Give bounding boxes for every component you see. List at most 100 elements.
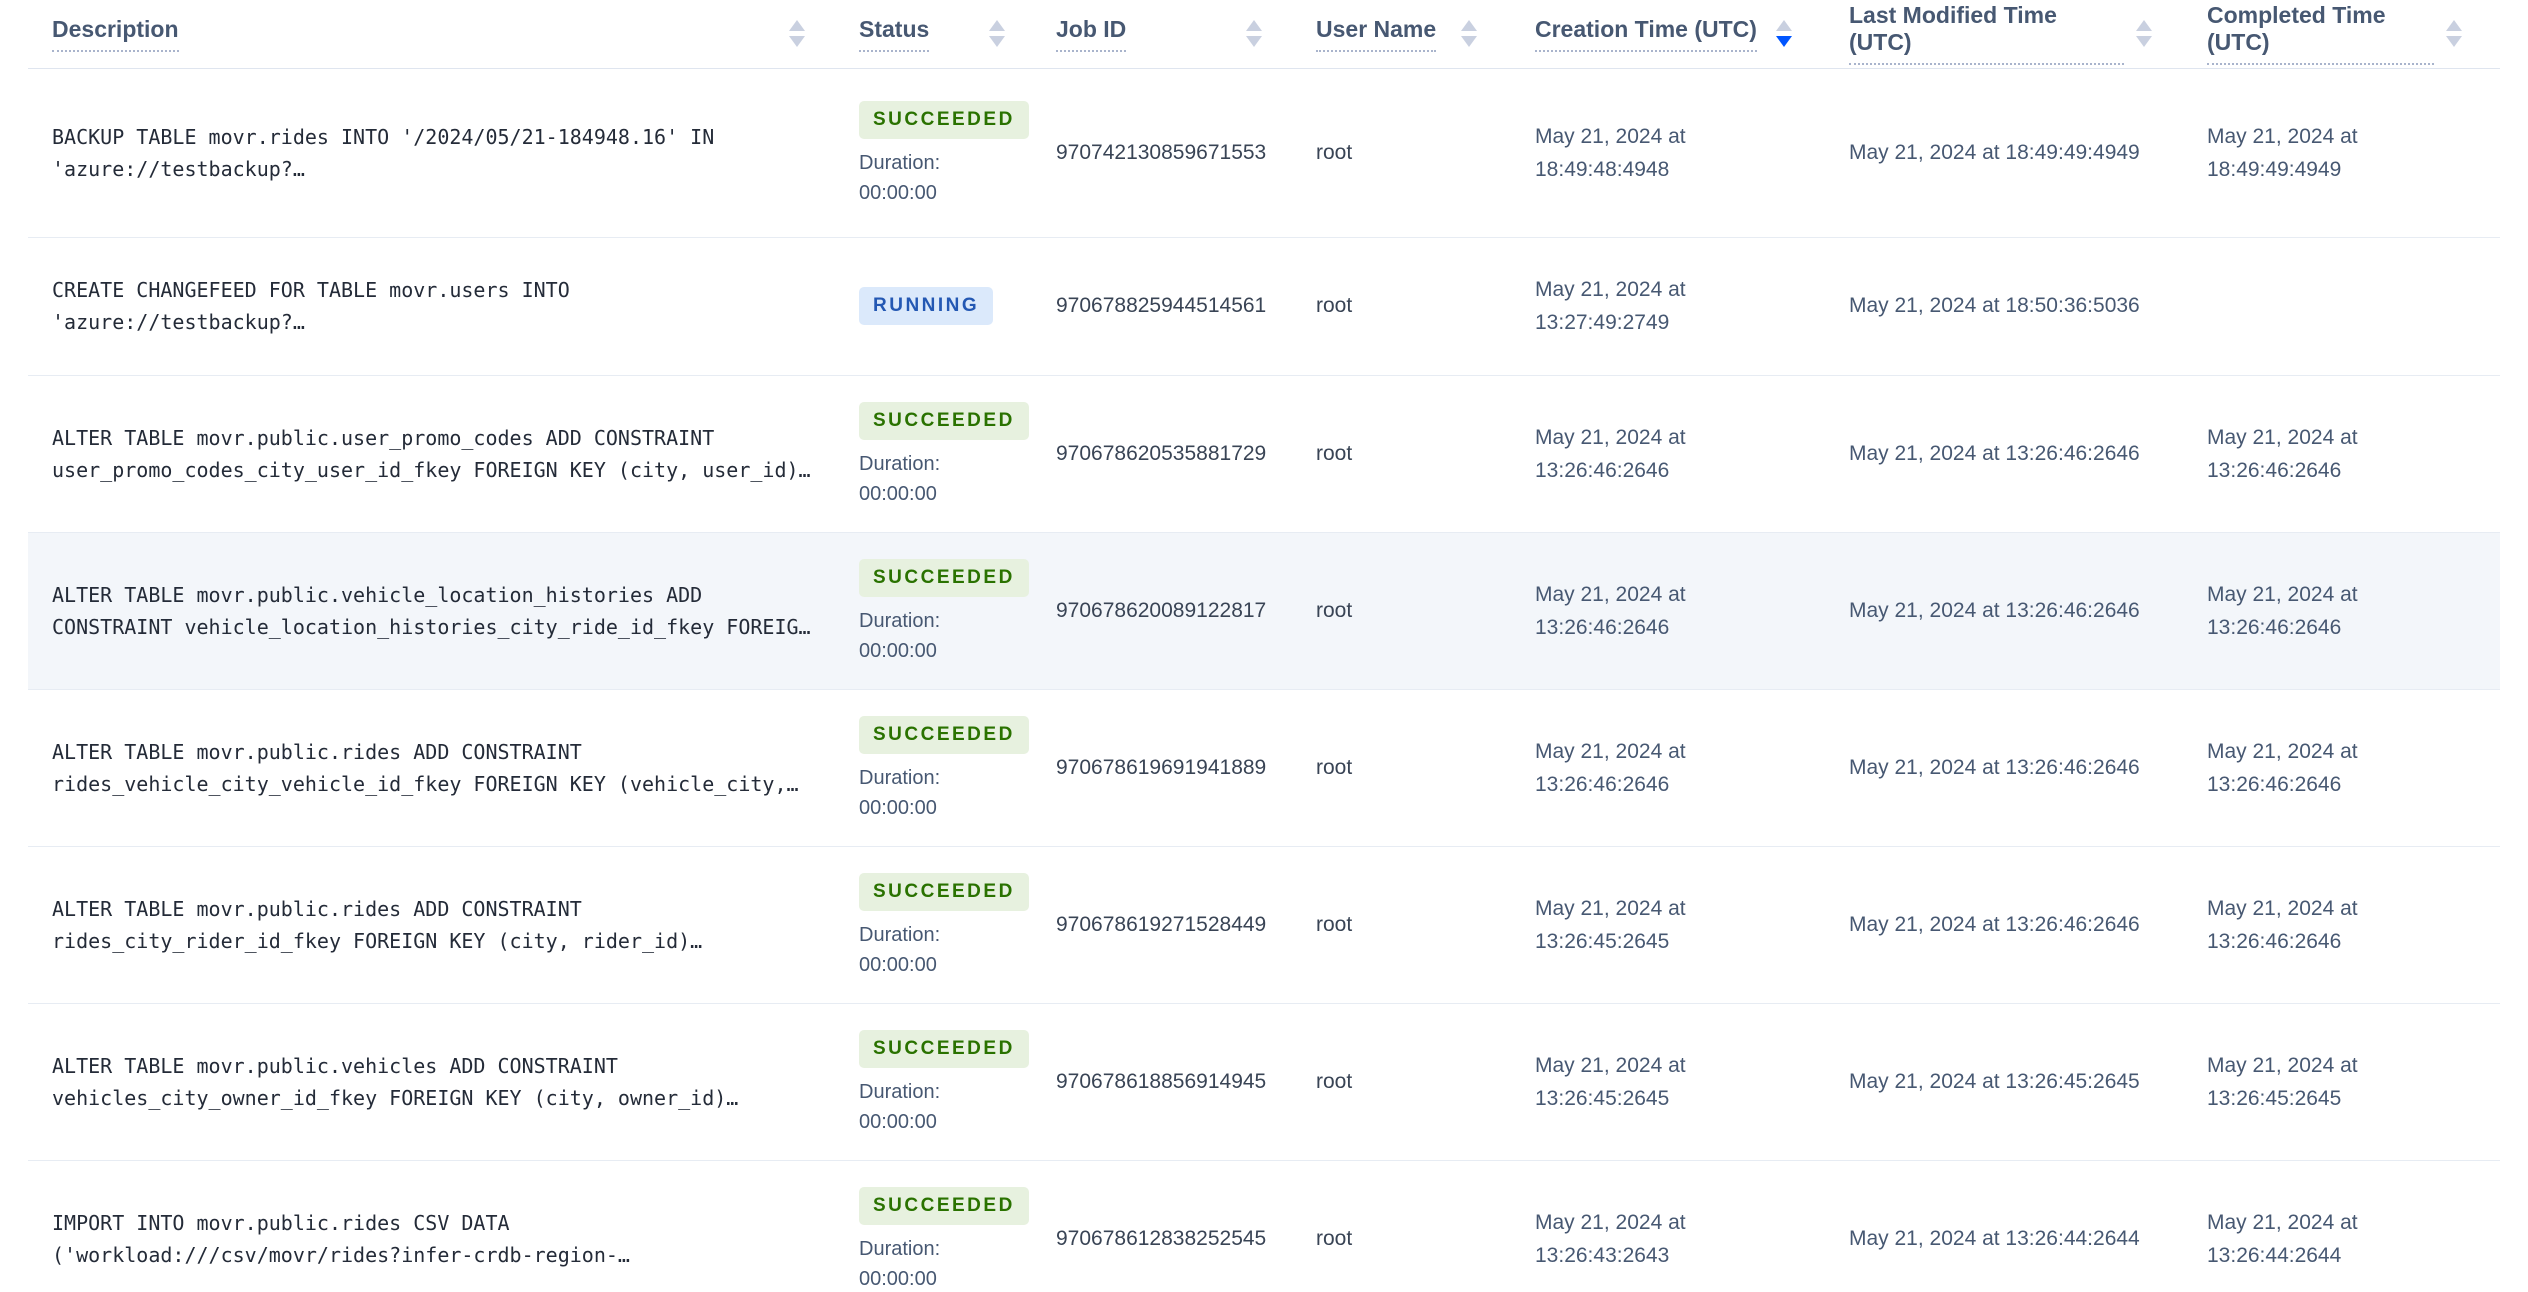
job-row[interactable]: BACKUP TABLE movr.rides INTO '/2024/05/2… bbox=[28, 68, 2500, 238]
sort-arrows-icon[interactable] bbox=[1246, 20, 1262, 48]
job-id: 970678619271528449 bbox=[1043, 846, 1300, 1004]
job-creation-time: May 21, 2024 at 13:26:46:2646 bbox=[1515, 532, 1830, 690]
job-last-modified-time: May 21, 2024 at 13:26:46:2646 bbox=[1830, 846, 2190, 1004]
job-id: 970678825944514561 bbox=[1043, 237, 1300, 376]
job-creation-time: May 21, 2024 at 13:26:45:2645 bbox=[1515, 846, 1830, 1004]
column-header-status[interactable]: Status bbox=[843, 0, 1043, 69]
duration-value: 00:00:00 bbox=[859, 953, 937, 976]
job-id: 970678612838252545 bbox=[1043, 1160, 1300, 1292]
status-badge: SUCCEEDED bbox=[859, 1029, 1029, 1068]
job-id: 970678619691941889 bbox=[1043, 689, 1300, 847]
duration-label: Duration: bbox=[859, 766, 941, 789]
job-creation-time: May 21, 2024 at 13:27:49:2749 bbox=[1515, 237, 1830, 376]
duration-label: Duration: bbox=[859, 609, 941, 632]
job-row[interactable]: ALTER TABLE movr.public.user_promo_codes… bbox=[28, 375, 2500, 533]
job-id: 970678620089122817 bbox=[1043, 532, 1300, 690]
duration-value: 00:00:00 bbox=[859, 181, 937, 204]
sort-desc-icon bbox=[1246, 36, 1262, 48]
column-label: Last Modified Time (UTC) bbox=[1849, 2, 2124, 66]
job-last-modified-time: May 21, 2024 at 13:26:46:2646 bbox=[1830, 375, 2190, 533]
sort-desc-icon bbox=[2136, 36, 2152, 48]
job-last-modified-time: May 21, 2024 at 13:26:46:2646 bbox=[1830, 532, 2190, 690]
status-badge: SUCCEEDED bbox=[859, 872, 1029, 911]
job-completed-time: May 21, 2024 at 13:26:46:2646 bbox=[2190, 846, 2500, 1004]
status-badge: SUCCEEDED bbox=[859, 401, 1029, 440]
column-label: User Name bbox=[1316, 16, 1437, 52]
status-badge: RUNNING bbox=[859, 287, 994, 325]
job-last-modified-time: May 21, 2024 at 18:49:49:4949 bbox=[1830, 68, 2190, 238]
status-badge: SUCCEEDED bbox=[859, 558, 1029, 597]
job-status-cell: RUNNING bbox=[843, 237, 1043, 376]
job-status-cell: SUCCEEDED Duration: 00:00:00 bbox=[843, 1003, 1043, 1161]
job-id: 970678620535881729 bbox=[1043, 375, 1300, 533]
column-label: Status bbox=[859, 16, 930, 52]
job-status-cell: SUCCEEDED Duration: 00:00:00 bbox=[843, 532, 1043, 690]
column-header-last-modified-time[interactable]: Last Modified Time (UTC) bbox=[1830, 0, 2190, 69]
job-status-cell: SUCCEEDED Duration: 00:00:00 bbox=[843, 1160, 1043, 1292]
column-header-completed-time[interactable]: Completed Time (UTC) bbox=[2190, 0, 2500, 69]
sort-arrows-icon[interactable] bbox=[2136, 20, 2152, 48]
job-completed-time: May 21, 2024 at 18:49:49:4949 bbox=[2190, 68, 2500, 238]
job-user-name: root bbox=[1300, 532, 1515, 690]
job-description: BACKUP TABLE movr.rides INTO '/2024/05/2… bbox=[28, 68, 843, 238]
job-user-name: root bbox=[1300, 68, 1515, 238]
job-completed-time: May 21, 2024 at 13:26:46:2646 bbox=[2190, 689, 2500, 847]
sort-asc-icon bbox=[989, 20, 1005, 32]
duration-label: Duration: bbox=[859, 151, 941, 174]
job-status-cell: SUCCEEDED Duration: 00:00:00 bbox=[843, 846, 1043, 1004]
column-header-description[interactable]: Description bbox=[28, 0, 843, 69]
column-label: Job ID bbox=[1056, 16, 1127, 52]
job-status-cell: SUCCEEDED Duration: 00:00:00 bbox=[843, 689, 1043, 847]
job-creation-time: May 21, 2024 at 13:26:46:2646 bbox=[1515, 375, 1830, 533]
job-user-name: root bbox=[1300, 237, 1515, 376]
job-user-name: root bbox=[1300, 846, 1515, 1004]
job-row[interactable]: CREATE CHANGEFEED FOR TABLE movr.users I… bbox=[28, 237, 2500, 376]
sort-asc-icon bbox=[1461, 20, 1477, 32]
job-user-name: root bbox=[1300, 1160, 1515, 1292]
column-header-user-name[interactable]: User Name bbox=[1300, 0, 1515, 69]
status-badge: SUCCEEDED bbox=[859, 1186, 1029, 1225]
job-row[interactable]: ALTER TABLE movr.public.vehicles ADD CON… bbox=[28, 1003, 2500, 1161]
job-description: IMPORT INTO movr.public.rides CSV DATA (… bbox=[28, 1160, 843, 1292]
job-description: ALTER TABLE movr.public.rides ADD CONSTR… bbox=[28, 689, 843, 847]
job-completed-time: May 21, 2024 at 13:26:45:2645 bbox=[2190, 1003, 2500, 1161]
sort-arrows-icon[interactable] bbox=[989, 20, 1005, 48]
job-last-modified-time: May 21, 2024 at 13:26:46:2646 bbox=[1830, 689, 2190, 847]
job-completed-time: May 21, 2024 at 13:26:46:2646 bbox=[2190, 375, 2500, 533]
duration-value: 00:00:00 bbox=[859, 482, 937, 505]
sort-asc-icon bbox=[2136, 20, 2152, 32]
sort-asc-icon bbox=[1246, 20, 1262, 32]
sort-arrows-icon[interactable] bbox=[2446, 20, 2462, 48]
job-row[interactable]: IMPORT INTO movr.public.rides CSV DATA (… bbox=[28, 1160, 2500, 1292]
sort-arrows-icon[interactable] bbox=[789, 20, 805, 48]
sort-desc-icon bbox=[1776, 36, 1792, 48]
job-completed-time bbox=[2190, 237, 2500, 376]
job-row[interactable]: ALTER TABLE movr.public.rides ADD CONSTR… bbox=[28, 689, 2500, 847]
job-description: ALTER TABLE movr.public.user_promo_codes… bbox=[28, 375, 843, 533]
job-row[interactable]: ALTER TABLE movr.public.rides ADD CONSTR… bbox=[28, 846, 2500, 1004]
column-label: Completed Time (UTC) bbox=[2207, 2, 2434, 66]
duration-value: 00:00:00 bbox=[859, 639, 937, 662]
jobs-table-body: BACKUP TABLE movr.rides INTO '/2024/05/2… bbox=[28, 68, 2500, 1292]
sort-arrows-icon[interactable] bbox=[1776, 20, 1792, 48]
job-id: 970742130859671553 bbox=[1043, 68, 1300, 238]
column-header-creation-time[interactable]: Creation Time (UTC) bbox=[1515, 0, 1830, 69]
sort-desc-icon bbox=[989, 36, 1005, 48]
duration-label: Duration: bbox=[859, 1080, 941, 1103]
column-label: Creation Time (UTC) bbox=[1535, 16, 1757, 52]
sort-desc-icon bbox=[1461, 36, 1477, 48]
status-badge: SUCCEEDED bbox=[859, 715, 1029, 754]
job-description: ALTER TABLE movr.public.vehicle_location… bbox=[28, 532, 843, 690]
job-status-cell: SUCCEEDED Duration: 00:00:00 bbox=[843, 68, 1043, 238]
sort-arrows-icon[interactable] bbox=[1461, 20, 1477, 48]
column-header-job-id[interactable]: Job ID bbox=[1043, 0, 1300, 69]
jobs-table-header: Description Status Job ID User Name bbox=[28, 0, 2500, 69]
job-last-modified-time: May 21, 2024 at 13:26:45:2645 bbox=[1830, 1003, 2190, 1161]
sort-asc-icon bbox=[2446, 20, 2462, 32]
sort-asc-icon bbox=[1776, 20, 1792, 32]
job-row[interactable]: ALTER TABLE movr.public.vehicle_location… bbox=[28, 532, 2500, 690]
job-user-name: root bbox=[1300, 689, 1515, 847]
job-last-modified-time: May 21, 2024 at 18:50:36:5036 bbox=[1830, 237, 2190, 376]
job-description: ALTER TABLE movr.public.vehicles ADD CON… bbox=[28, 1003, 843, 1161]
job-last-modified-time: May 21, 2024 at 13:26:44:2644 bbox=[1830, 1160, 2190, 1292]
